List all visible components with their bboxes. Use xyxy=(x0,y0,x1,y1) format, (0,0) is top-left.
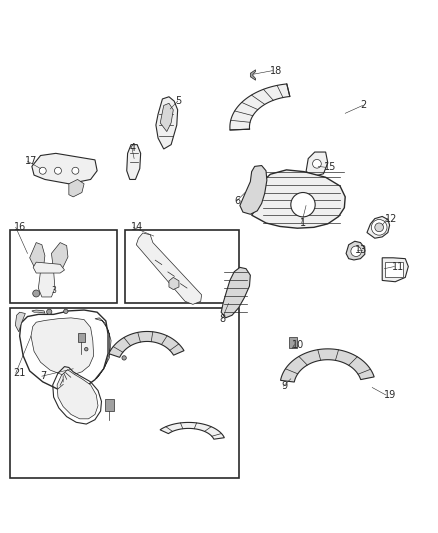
Polygon shape xyxy=(15,312,25,332)
Polygon shape xyxy=(33,262,64,273)
Circle shape xyxy=(313,159,321,168)
Circle shape xyxy=(54,167,61,174)
Polygon shape xyxy=(127,144,141,180)
Circle shape xyxy=(122,356,126,360)
Polygon shape xyxy=(39,271,55,297)
Circle shape xyxy=(72,167,79,174)
Text: 17: 17 xyxy=(25,156,38,166)
Polygon shape xyxy=(109,332,184,357)
Polygon shape xyxy=(51,243,68,271)
Text: 10: 10 xyxy=(292,340,304,350)
Text: 21: 21 xyxy=(14,368,26,378)
Polygon shape xyxy=(69,180,84,197)
Polygon shape xyxy=(31,318,94,375)
Polygon shape xyxy=(382,258,408,282)
Bar xyxy=(125,230,239,303)
Polygon shape xyxy=(30,243,45,271)
Polygon shape xyxy=(57,370,98,419)
Text: 2: 2 xyxy=(360,100,367,110)
Circle shape xyxy=(33,290,40,297)
Text: 5: 5 xyxy=(176,96,182,106)
Text: 12: 12 xyxy=(385,214,398,224)
Text: 11: 11 xyxy=(392,262,404,271)
Polygon shape xyxy=(32,154,97,184)
Circle shape xyxy=(291,192,315,217)
Circle shape xyxy=(39,167,46,174)
Polygon shape xyxy=(156,97,178,149)
Polygon shape xyxy=(32,310,45,313)
Text: 15: 15 xyxy=(323,162,336,172)
Polygon shape xyxy=(280,349,374,382)
Bar xyxy=(289,337,297,349)
Bar xyxy=(10,308,239,478)
Text: 13: 13 xyxy=(355,245,367,255)
Polygon shape xyxy=(136,233,201,304)
Text: 19: 19 xyxy=(384,390,396,400)
Text: 9: 9 xyxy=(281,381,287,391)
Polygon shape xyxy=(95,318,111,379)
Polygon shape xyxy=(251,70,255,80)
Polygon shape xyxy=(367,216,390,238)
Text: 14: 14 xyxy=(131,222,143,232)
Polygon shape xyxy=(306,152,328,176)
Polygon shape xyxy=(252,170,345,228)
Text: 7: 7 xyxy=(40,371,46,381)
Polygon shape xyxy=(221,268,251,318)
Circle shape xyxy=(85,348,88,351)
Text: 16: 16 xyxy=(14,222,26,232)
Bar xyxy=(385,262,403,277)
Bar xyxy=(105,399,114,411)
Polygon shape xyxy=(160,423,224,439)
Bar xyxy=(10,230,117,303)
Polygon shape xyxy=(230,84,290,130)
Text: 3: 3 xyxy=(51,286,56,295)
Circle shape xyxy=(64,309,68,313)
Text: 4: 4 xyxy=(130,143,136,153)
Polygon shape xyxy=(346,241,365,260)
Polygon shape xyxy=(169,277,179,289)
Circle shape xyxy=(371,220,387,235)
Polygon shape xyxy=(240,166,267,214)
Circle shape xyxy=(47,309,52,314)
Text: 6: 6 xyxy=(234,196,240,206)
Text: 8: 8 xyxy=(220,314,226,324)
Bar xyxy=(78,333,85,342)
Circle shape xyxy=(351,246,361,256)
Text: 1: 1 xyxy=(300,218,306,228)
Polygon shape xyxy=(160,103,173,132)
Circle shape xyxy=(375,223,384,232)
Text: 18: 18 xyxy=(270,66,283,76)
